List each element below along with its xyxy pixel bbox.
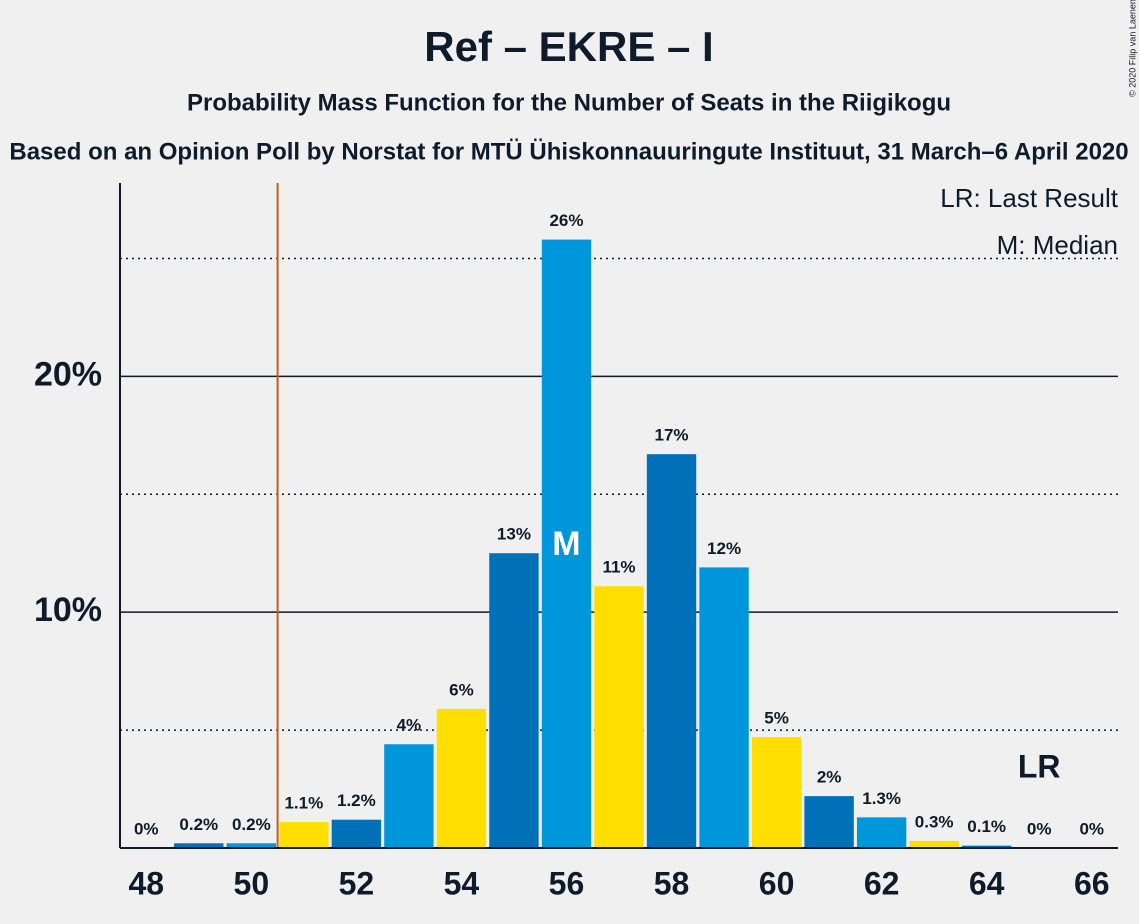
legend-entry: LR: Last Result (940, 183, 1119, 213)
value-label: 0% (1079, 819, 1104, 838)
chart-caption: Based on an Opinion Poll by Norstat for … (9, 138, 1128, 165)
x-tick-label: 60 (759, 865, 795, 901)
bar (384, 744, 434, 848)
bar (174, 843, 224, 848)
y-tick-label: 20% (34, 355, 102, 393)
y-tick-label: 10% (34, 591, 102, 629)
value-label: 13% (497, 525, 531, 544)
bar (909, 840, 959, 848)
x-tick-label: 50 (234, 865, 270, 901)
bar (804, 796, 854, 848)
bar (541, 239, 592, 848)
x-tick-label: 54 (444, 865, 480, 901)
value-label: 1.3% (862, 789, 901, 808)
value-label: 17% (655, 426, 689, 445)
bar (594, 586, 644, 848)
last-result-label: LR (1018, 748, 1061, 784)
value-label: 4% (397, 716, 422, 735)
x-tick-label: 64 (969, 865, 1005, 901)
value-label: 0.3% (915, 812, 954, 831)
value-label: 5% (764, 709, 789, 728)
chart-title: Ref – EKRE – I (424, 23, 713, 70)
value-label: 26% (549, 211, 583, 230)
bar (436, 708, 487, 848)
bar (751, 737, 802, 848)
bar (699, 567, 749, 848)
median-label: M (552, 525, 580, 563)
x-tick-label: 62 (864, 865, 900, 901)
x-tick-label: 56 (549, 865, 585, 901)
bar (331, 819, 382, 848)
bar (961, 845, 1012, 848)
x-tick-label: 52 (339, 865, 375, 901)
value-label: 0.1% (967, 817, 1006, 836)
copyright: © 2020 Filip van Laenen (1127, 0, 1137, 97)
value-label: 2% (817, 768, 842, 787)
bar (279, 822, 329, 848)
value-label: 11% (602, 558, 635, 577)
value-label: 1.1% (284, 794, 323, 813)
x-tick-label: 58 (654, 865, 690, 901)
legend-entry: M: Median (997, 230, 1118, 260)
value-label: 1.2% (337, 791, 376, 810)
bar (489, 553, 539, 848)
x-tick-label: 66 (1074, 865, 1110, 901)
value-label: 0% (134, 819, 159, 838)
x-tick-label: 48 (128, 865, 164, 901)
value-label: 12% (707, 539, 741, 558)
chart-subtitle: Probability Mass Function for the Number… (187, 89, 951, 116)
bar (226, 843, 277, 848)
value-label: 0.2% (232, 815, 271, 834)
value-label: 0.2% (179, 815, 218, 834)
value-label: 0% (1027, 819, 1052, 838)
value-label: 6% (449, 680, 474, 699)
bar (856, 817, 907, 848)
bar (646, 454, 697, 848)
